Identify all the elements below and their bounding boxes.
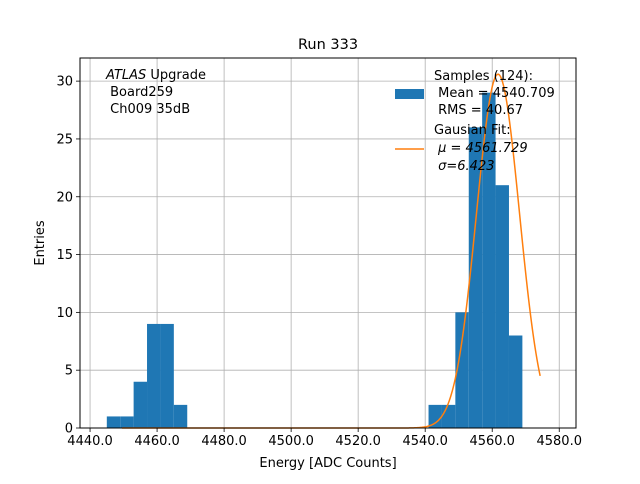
histogram-bar [428, 404, 442, 428]
histogram-bar [441, 404, 456, 428]
x-tick-label: 4520.0 [335, 434, 381, 449]
legend-fit-mu: μ = 4561.729 [434, 141, 528, 156]
legend: Samples (124): Mean = 4540.709 RMS = 40.… [395, 69, 555, 174]
legend-fit-line-3: σ=6.423 [434, 159, 494, 174]
x-tick-label: 4460.0 [134, 434, 180, 449]
histogram-bar [482, 92, 496, 428]
annotation-atlas: ATLAS [105, 68, 146, 83]
histogram-bar [160, 323, 174, 428]
y-tick-label: 10 [56, 306, 73, 321]
histogram-bar [468, 127, 483, 428]
histogram-bar [455, 312, 469, 428]
plot-frame [79, 57, 577, 429]
histogram-bar [508, 335, 523, 428]
histogram-bar [147, 323, 161, 428]
annotation-line-1: ATLAS Upgrade [105, 68, 206, 83]
x-tick-label: 4580.0 [536, 434, 582, 449]
legend-fit-sigma: σ=6.423 [434, 159, 494, 174]
legend-fit-line-1: Gausian Fit: [434, 123, 511, 138]
annotation-upgrade: Upgrade [146, 68, 206, 83]
annotation-line-2: Board259 [106, 85, 173, 100]
x-tick-layer: 4440.0 4460.0 4480.0 4500.0 4520.0 4540.0 4560… [67, 428, 582, 449]
chart-title: Run 333 [298, 37, 358, 53]
y-tick-label: 5 [65, 364, 73, 379]
y-tick-label: 30 [56, 75, 73, 90]
legend-samples-swatch [395, 89, 424, 99]
histogram-bar [106, 416, 121, 428]
atlas-annotation: ATLAS Upgrade Board259 Ch009 35dB [105, 68, 206, 117]
y-tick-label: 0 [65, 422, 73, 437]
x-axis-label: Energy [ADC Counts] [259, 456, 396, 471]
histogram-bar [133, 381, 148, 428]
histogram-bar [173, 404, 188, 428]
x-tick-label: 4540.0 [402, 434, 448, 449]
x-tick-label: 4440.0 [67, 434, 113, 449]
legend-samples-line-2: Mean = 4540.709 [434, 86, 555, 101]
legend-fit-line-2: μ = 4561.729 [434, 141, 528, 156]
histogram-bar [120, 416, 134, 428]
x-tick-label: 4500.0 [268, 434, 314, 449]
y-tick-layer: 0 5 10 15 20 25 30 [56, 75, 80, 437]
legend-samples-line-1: Samples (124): [434, 69, 533, 84]
y-axis-label: Entries [33, 220, 48, 266]
annotation-line-3: Ch009 35dB [106, 102, 190, 117]
x-tick-label: 4560.0 [469, 434, 515, 449]
y-tick-label: 20 [56, 190, 73, 205]
x-tick-label: 4480.0 [201, 434, 247, 449]
y-tick-label: 25 [56, 132, 73, 147]
legend-samples-line-3: RMS = 40.67 [434, 103, 523, 118]
y-tick-label: 15 [56, 248, 73, 263]
histogram-bar [495, 185, 509, 428]
